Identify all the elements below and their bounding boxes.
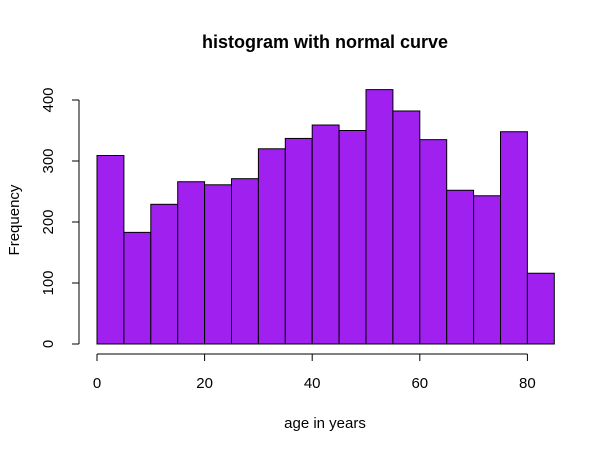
histogram-bar-5 bbox=[231, 178, 259, 345]
x-tick-label: 20 bbox=[196, 375, 213, 392]
y-tick-label: 0 bbox=[40, 340, 57, 348]
y-tick-label: 300 bbox=[40, 148, 57, 173]
x-tick-label: 40 bbox=[304, 375, 321, 392]
y-tick-label: 100 bbox=[40, 270, 57, 295]
histogram-bar-3 bbox=[177, 181, 206, 345]
histogram-bar-11 bbox=[392, 110, 421, 345]
histogram-bar-10 bbox=[365, 89, 394, 345]
x-axis: 0 20 40 60 80 bbox=[93, 353, 536, 392]
y-axis-label: Frequency bbox=[6, 184, 23, 255]
y-tick-label: 400 bbox=[40, 87, 57, 112]
histogram-bar-14 bbox=[473, 195, 502, 345]
histogram-bar-2 bbox=[150, 203, 179, 345]
histogram-bar-8 bbox=[311, 124, 340, 345]
y-axis: 0 100 200 300 400 bbox=[40, 87, 80, 348]
x-tick-label: 60 bbox=[411, 375, 428, 392]
histogram-bar-7 bbox=[284, 137, 313, 345]
histogram-bar-1 bbox=[123, 231, 152, 345]
chart-title: histogram with normal curve bbox=[202, 32, 448, 52]
histogram-bar-0 bbox=[96, 155, 125, 345]
x-tick-label: 0 bbox=[93, 375, 101, 392]
histogram-bar-9 bbox=[338, 130, 367, 345]
y-tick-label: 200 bbox=[40, 209, 57, 234]
histogram-bar-16 bbox=[526, 272, 555, 345]
histogram-bar-13 bbox=[446, 189, 475, 345]
x-axis-label: age in years bbox=[284, 415, 366, 432]
histogram-bar-6 bbox=[257, 148, 286, 345]
histogram-bar-15 bbox=[500, 131, 528, 345]
histogram-bar-12 bbox=[419, 139, 448, 345]
histogram-bar-4 bbox=[204, 184, 233, 345]
x-tick-label: 80 bbox=[519, 375, 536, 392]
bars-group bbox=[96, 89, 555, 345]
